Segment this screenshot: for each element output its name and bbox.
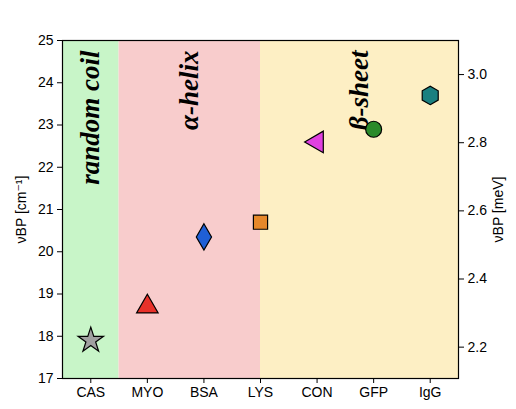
svg-text:BSA: BSA <box>190 384 219 400</box>
svg-text:MYO: MYO <box>131 384 163 400</box>
svg-text:2.8: 2.8 <box>468 134 488 150</box>
svg-text:β-sheet: β-sheet <box>344 49 374 131</box>
svg-text:22: 22 <box>38 159 54 175</box>
svg-text:3.0: 3.0 <box>468 66 488 82</box>
svg-text:21: 21 <box>38 201 54 217</box>
svg-text:GFP: GFP <box>359 384 388 400</box>
svg-text:random coil: random coil <box>75 50 105 185</box>
svg-text:17: 17 <box>38 370 54 386</box>
svg-text:2.2: 2.2 <box>468 339 488 355</box>
svg-text:α-helix: α-helix <box>174 51 204 130</box>
svg-text:IgG: IgG <box>419 384 442 400</box>
svg-text:LYS: LYS <box>248 384 273 400</box>
svg-text:2.6: 2.6 <box>468 202 488 218</box>
svg-text:CON: CON <box>302 384 333 400</box>
svg-text:18: 18 <box>38 328 54 344</box>
svg-text:24: 24 <box>38 74 54 90</box>
svg-text:νBP [meV]: νBP [meV] <box>490 177 506 243</box>
svg-text:23: 23 <box>38 116 54 132</box>
svg-text:20: 20 <box>38 243 54 259</box>
svg-text:νBP [cm⁻¹]: νBP [cm⁻¹] <box>13 176 29 244</box>
svg-text:19: 19 <box>38 285 54 301</box>
svg-text:2.4: 2.4 <box>468 270 488 286</box>
svg-text:25: 25 <box>38 32 54 48</box>
svg-text:CAS: CAS <box>76 384 105 400</box>
